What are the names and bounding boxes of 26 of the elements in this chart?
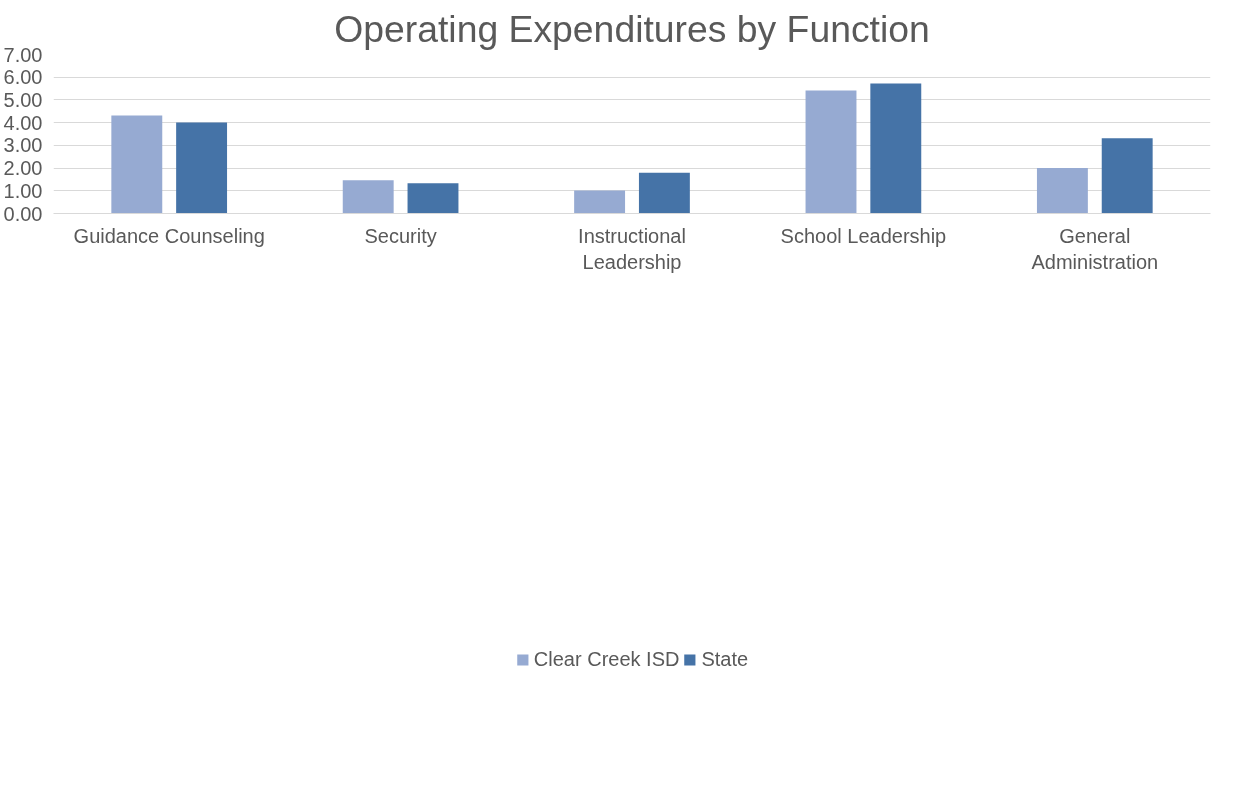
y-tick-label: 0.00: [3, 202, 43, 225]
bar: [111, 115, 163, 214]
y-tick-label: 6.00: [3, 66, 43, 89]
x-tick-label: School Leadership: [780, 224, 947, 247]
bar: [574, 190, 626, 214]
bar: [342, 180, 394, 214]
legend-label: State: [701, 647, 749, 671]
chart-title: Operating Expenditures by Function: [334, 7, 930, 50]
x-tick-label: Guidance Counseling: [73, 224, 265, 247]
bar: [176, 122, 228, 214]
bar: [805, 90, 857, 214]
y-tick-label: 5.00: [3, 88, 43, 111]
bar: [870, 83, 922, 214]
bar: [1101, 138, 1153, 214]
bar: [407, 183, 459, 214]
y-tick-label: 2.00: [3, 157, 43, 180]
y-tick-label: 4.00: [3, 111, 43, 134]
y-tick-label: 3.00: [3, 134, 43, 157]
y-tick-label: 1.00: [3, 179, 43, 202]
bar: [638, 172, 690, 214]
x-tick-label: Security: [364, 224, 437, 247]
legend-label: Clear Creek ISD: [533, 647, 680, 671]
y-tick-label: 7.00: [3, 43, 43, 66]
bar: [1036, 168, 1088, 214]
x-tick-label: Instructional Leadership: [578, 224, 686, 273]
x-tick-label: General Administration: [1031, 224, 1159, 273]
